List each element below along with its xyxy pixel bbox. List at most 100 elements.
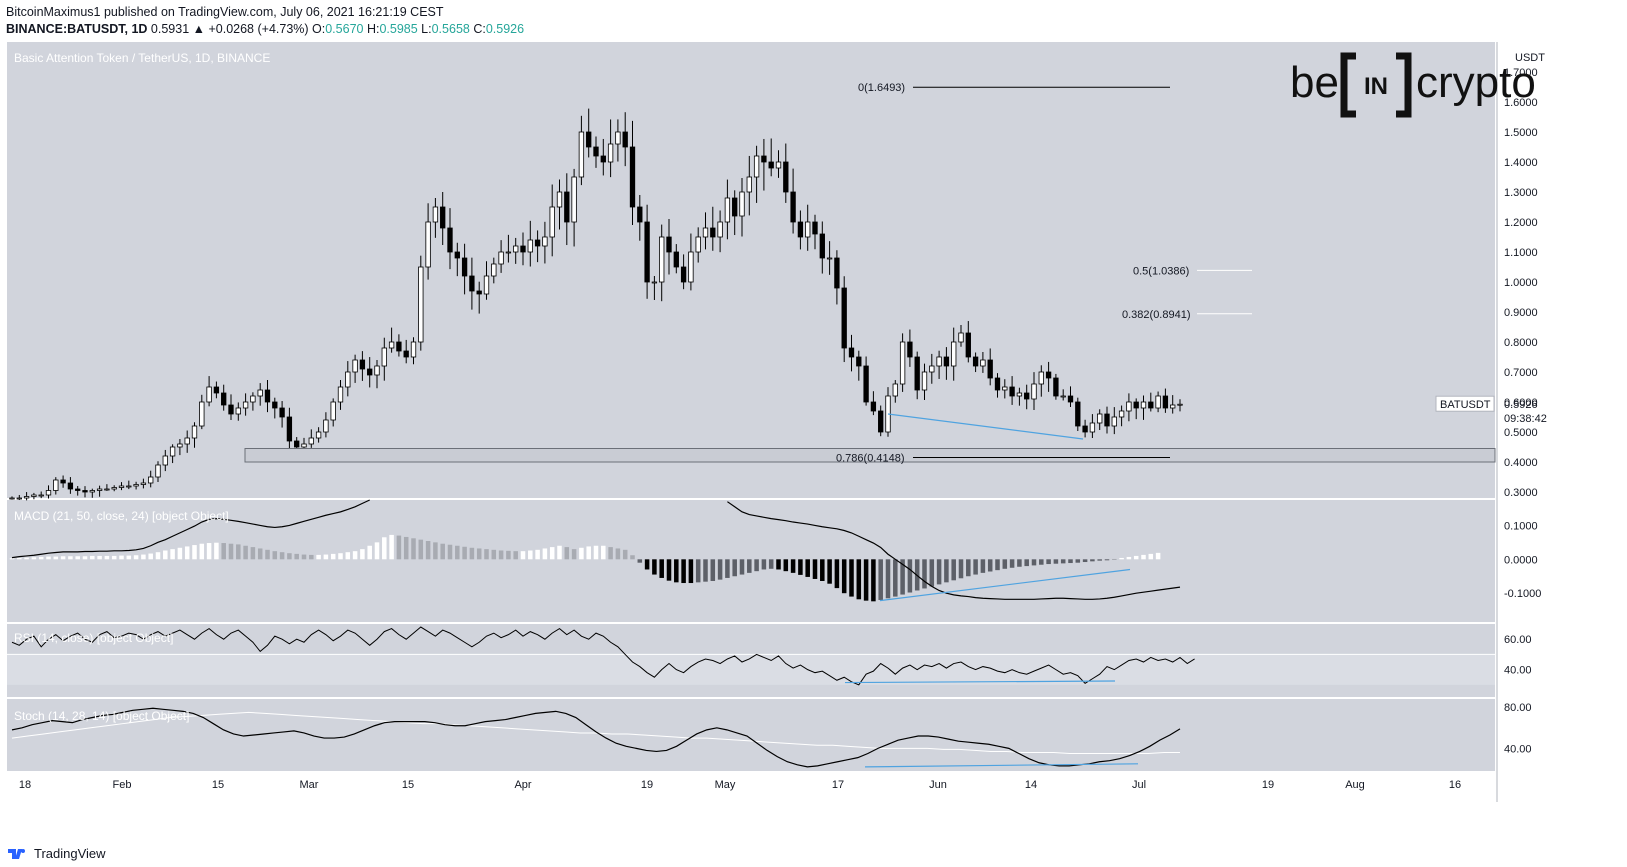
logo-bracket-gap-top (1356, 52, 1396, 62)
candle-body (768, 161, 774, 169)
macd-histogram-bar (695, 559, 701, 583)
candle-body (1031, 383, 1037, 400)
candle-body (483, 275, 490, 295)
macd-histogram-bar (111, 555, 117, 560)
chart-area[interactable]: 0(1.6493) 0.5(1.0386) 0.382(0.8941) 0.786(0… (0, 42, 1627, 842)
candle-body (1009, 386, 1015, 397)
macd-histogram-bar (17, 557, 22, 560)
macd-histogram-bar (725, 559, 730, 578)
candle-body (914, 356, 920, 391)
rsi-axis-tick: 60.00 (1504, 634, 1532, 646)
low-value: 0.5658 (431, 22, 470, 36)
footer: TradingView (0, 842, 1627, 867)
macd-histogram-bar (739, 559, 745, 575)
candle-body (272, 401, 278, 409)
macd-histogram-bar (1126, 556, 1132, 560)
candle-body (936, 356, 942, 367)
candle-body (1053, 377, 1059, 397)
price-axis-tick: 0.3000 (1504, 487, 1538, 499)
candle-body (921, 371, 928, 391)
macd-histogram-bar (652, 559, 657, 575)
macd-histogram-bar (476, 548, 482, 560)
candle-body (425, 221, 431, 268)
macd-histogram-bar (1141, 554, 1146, 560)
candle-body (447, 227, 453, 253)
candle-body (133, 484, 139, 487)
candle-body (775, 161, 782, 169)
candle-body (1133, 401, 1139, 409)
candle-body (381, 347, 387, 367)
stoch-label: Stoch (14, 28, 14) [object Object] (14, 709, 189, 723)
macd-histogram-bar (455, 545, 460, 560)
macd-histogram-bar (119, 555, 124, 560)
candle-body (666, 236, 672, 253)
candle-body (943, 356, 950, 367)
candle-body (308, 437, 314, 445)
candle-body (549, 206, 555, 238)
candle-body (1126, 401, 1132, 412)
price-axis-tick: 1.4000 (1504, 157, 1538, 169)
candle-body (1097, 413, 1103, 424)
macd-histogram-bar (922, 559, 927, 589)
macd-histogram-bar (907, 559, 913, 593)
macd-axis-tick: 0.0000 (1504, 554, 1538, 566)
candle-body (461, 257, 468, 277)
macd-histogram-bar (433, 542, 438, 560)
macd-histogram-bar (900, 559, 905, 595)
macd-histogram-bar (958, 559, 964, 579)
rsi-band (7, 654, 1495, 685)
macd-histogram-bar (834, 559, 840, 589)
macd-histogram-bar (360, 549, 365, 560)
candle-body (629, 146, 636, 208)
macd-histogram-bar (681, 559, 686, 584)
macd-histogram-bar (1068, 559, 1073, 564)
time-axis-label: Apr (514, 779, 531, 791)
candle-body (790, 191, 796, 223)
macd-label: MACD (21, 50, close, 24) [object Object] (14, 509, 229, 523)
macd-histogram-bar (761, 559, 767, 570)
macd-histogram-bar (1053, 559, 1059, 564)
macd-histogram-bar (184, 546, 190, 560)
macd-histogram-bar (104, 555, 110, 560)
macd-histogram-bar (579, 547, 584, 560)
candle-body (644, 221, 650, 283)
macd-histogram-bar (995, 559, 1000, 571)
stoch-axis-tick: 80.00 (1504, 702, 1532, 714)
last-price-label: 0.5926 (1504, 399, 1538, 411)
candle-body (1111, 416, 1117, 427)
macd-histogram-bar (243, 545, 248, 560)
time-axis-label: 16 (1449, 779, 1461, 791)
candle-body (805, 221, 811, 238)
candle-body (951, 341, 957, 367)
rsi-axis-tick: 40.00 (1504, 665, 1532, 677)
macd-histogram-bar (9, 558, 15, 560)
stoch-d-line (11, 711, 1180, 755)
macd-histogram-bar (389, 534, 394, 560)
macd-histogram-bar (1090, 559, 1095, 562)
candle-body (184, 437, 190, 445)
candle-body (148, 476, 154, 484)
candle-body (527, 239, 533, 253)
candle-body (564, 191, 570, 223)
fib-level-label: 0.5(1.0386) (1133, 265, 1189, 277)
time-axis-label: 15 (212, 779, 224, 791)
macd-histogram-bar (674, 559, 679, 583)
stoch-k-line (11, 707, 1181, 768)
candle-body (323, 419, 329, 433)
macd-histogram-bar (885, 559, 891, 599)
macd-histogram-bar (1133, 555, 1139, 560)
macd-histogram-bar (31, 557, 37, 560)
macd-histogram-bar (564, 547, 570, 560)
axes: 1.7000 1.6000 1.5000 1.4000 1.3000 1.2000 1.10… (19, 52, 1547, 791)
macd-histogram-bar (951, 559, 956, 581)
macd-histogram-bar (265, 549, 270, 560)
macd-histogram-bar (1104, 559, 1110, 561)
macd-histogram-bar (257, 548, 263, 560)
price-change: 0.5931 ▲ +0.0268 (+4.73%) (150, 22, 309, 36)
candle-body (965, 332, 971, 358)
macd-histogram-bar (776, 559, 781, 570)
tradingview-logo[interactable]: TradingView (8, 846, 106, 861)
macd-histogram-bar (557, 545, 562, 560)
macd-histogram-bar (710, 559, 716, 581)
macd-histogram-bar (367, 545, 372, 560)
